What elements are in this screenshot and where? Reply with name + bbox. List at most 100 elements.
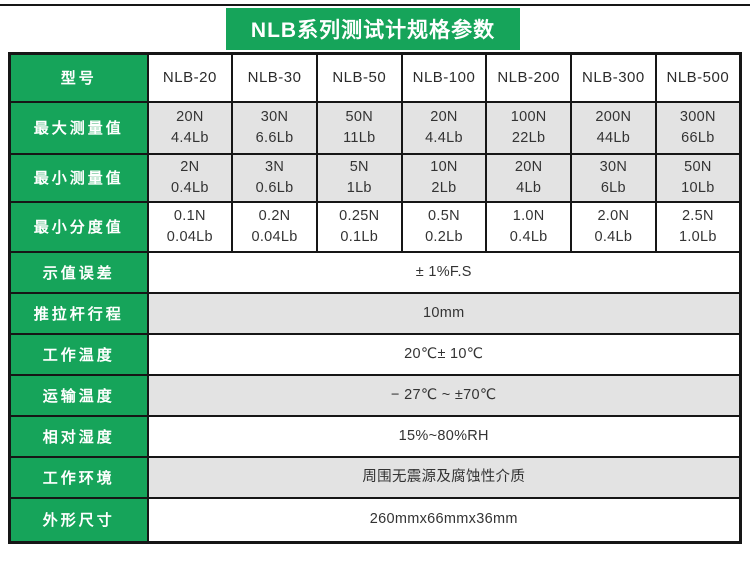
value-newton: 10N: [430, 158, 458, 175]
row-label: 外形尺寸: [8, 496, 149, 544]
value-newton: 50N: [345, 108, 373, 125]
top-divider-line: [0, 4, 750, 6]
merged-value-cell: 260mmx66mmx36mm: [146, 496, 742, 544]
model-header-cell: NLB-500: [654, 52, 742, 103]
row-label: 最小分度值: [8, 200, 149, 253]
value-pound: 4Lb: [516, 179, 542, 196]
spec-value-cell: 20N 4.4Lb: [146, 100, 234, 155]
model-header-cell: NLB-200: [485, 52, 573, 103]
merged-row: 工作温度 20℃± 10℃: [8, 332, 742, 376]
spec-value-cell: 5N 1Lb: [315, 152, 403, 203]
merged-row: 工作环境 周围无震源及腐蚀性介质: [8, 455, 742, 499]
header-row: 型号 NLB-20 NLB-30 NLB-50 NLB-100 NLB-200 NLB-30…: [8, 52, 742, 103]
row-label: 最大测量值: [8, 100, 149, 155]
row-label-model: 型号: [8, 52, 149, 103]
value-pound: 1Lb: [346, 179, 372, 196]
table-title: NLB系列测试计规格参数: [226, 8, 520, 50]
merged-row: 相对湿度 15%~80%RH: [8, 414, 742, 458]
value-newton: 30N: [599, 158, 628, 175]
spec-value-cell: 100N 22Lb: [485, 100, 573, 155]
model-header-cell: NLB-50: [315, 52, 403, 103]
value-newton: 3N: [264, 158, 285, 175]
value-newton: 0.5N: [428, 207, 460, 224]
value-newton: 300N: [679, 108, 716, 125]
value-newton: 20N: [430, 108, 458, 125]
value-pound: 0.4Lb: [170, 179, 209, 196]
row-label: 工作温度: [8, 332, 149, 376]
model-header-cell: NLB-20: [146, 52, 234, 103]
merged-row: 推拉杆行程 10mm: [8, 291, 742, 335]
value-pound: 11Lb: [343, 129, 376, 146]
merged-value-cell: ± 1%F.S: [146, 250, 742, 294]
value-pound: 44Lb: [596, 129, 631, 146]
spec-value-cell: 30N 6.6Lb: [231, 100, 318, 155]
value-newton: 5N: [349, 158, 369, 175]
model-header-cell: NLB-300: [570, 52, 657, 103]
spec-value-cell: 3N 0.6Lb: [231, 152, 318, 203]
merged-row: 运输温度 − 27℃ ~ ±70℃: [8, 373, 742, 417]
row-label: 运输温度: [8, 373, 149, 417]
model-header-cell: NLB-30: [231, 52, 318, 103]
merged-row: 外形尺寸 260mmx66mmx36mm: [8, 496, 742, 544]
spec-value-cell: 0.2N 0.04Lb: [231, 200, 318, 253]
value-newton: 1.0N: [512, 207, 545, 224]
value-newton: 0.25N: [339, 207, 380, 224]
spec-table: 型号 NLB-20 NLB-30 NLB-50 NLB-100 NLB-200 NLB-30…: [8, 52, 742, 544]
spec-value-cell: 20N 4Lb: [485, 152, 573, 203]
value-pound: 0.04Lb: [251, 228, 298, 245]
spec-value-cell: 30N 6Lb: [570, 152, 657, 203]
spec-value-cell: 50N 10Lb: [654, 152, 742, 203]
spec-value-cell: 20N 4.4Lb: [400, 100, 488, 155]
value-pound: 4.4Lb: [170, 129, 209, 146]
value-pound: 10Lb: [681, 179, 715, 196]
value-pound: 6Lb: [600, 179, 626, 196]
value-newton: 100N: [510, 108, 547, 125]
value-newton: 50N: [684, 158, 712, 175]
row-label: 相对湿度: [8, 414, 149, 458]
spec-value-cell: 0.1N 0.04Lb: [146, 200, 234, 253]
value-pound: 4.4Lb: [425, 129, 463, 146]
value-newton: 2N: [180, 158, 200, 175]
value-pound: 0.4Lb: [509, 228, 548, 245]
spec-value-cell: 10N 2Lb: [400, 152, 488, 203]
model-header-cell: NLB-100: [400, 52, 488, 103]
value-pound: 1.0Lb: [678, 228, 717, 245]
spec-value-cell: 300N 66Lb: [654, 100, 742, 155]
merged-value-cell: 15%~80%RH: [146, 414, 742, 458]
value-newton: 20N: [514, 158, 543, 175]
spec-value-cell: 0.5N 0.2Lb: [400, 200, 488, 253]
value-newton: 0.1N: [173, 207, 206, 224]
spec-row: 最小分度值 0.1N 0.04Lb 0.2N 0.04Lb 0.25N 0.1Lb 0.5N 0…: [8, 200, 742, 253]
value-pound: 0.4Lb: [594, 228, 633, 245]
value-pound: 66Lb: [681, 129, 715, 146]
row-label: 示值误差: [8, 250, 149, 294]
value-pound: 0.2Lb: [425, 228, 463, 245]
value-pound: 22Lb: [511, 129, 546, 146]
value-newton: 2.0N: [597, 207, 630, 224]
value-newton: 2.5N: [681, 207, 714, 224]
spec-row: 最大测量值 20N 4.4Lb 30N 6.6Lb 50N 11Lb 20N 4.4Lb 100N…: [8, 100, 742, 155]
merged-row: 示值误差 ± 1%F.S: [8, 250, 742, 294]
row-label: 工作环境: [8, 455, 149, 499]
spec-value-cell: 200N 44Lb: [570, 100, 657, 155]
spec-value-cell: 2.0N 0.4Lb: [570, 200, 657, 253]
merged-value-cell: 10mm: [146, 291, 742, 335]
spec-value-cell: 50N 11Lb: [315, 100, 403, 155]
merged-value-cell: 周围无震源及腐蚀性介质: [146, 455, 742, 499]
row-label: 推拉杆行程: [8, 291, 149, 335]
value-pound: 0.6Lb: [255, 179, 294, 196]
value-pound: 6.6Lb: [255, 129, 294, 146]
value-pound: 0.04Lb: [166, 228, 213, 245]
spec-value-cell: 1.0N 0.4Lb: [485, 200, 573, 253]
value-newton: 30N: [260, 108, 289, 125]
spec-value-cell: 2N 0.4Lb: [146, 152, 234, 203]
spec-value-cell: 2.5N 1.0Lb: [654, 200, 742, 253]
value-pound: 0.1Lb: [340, 228, 379, 245]
spec-value-cell: 0.25N 0.1Lb: [315, 200, 403, 253]
value-newton: 200N: [595, 108, 632, 125]
value-newton: 20N: [176, 108, 204, 125]
merged-value-cell: − 27℃ ~ ±70℃: [146, 373, 742, 417]
row-label: 最小测量值: [8, 152, 149, 203]
spec-row: 最小测量值 2N 0.4Lb 3N 0.6Lb 5N 1Lb 10N 2Lb 20N 4Lb 30N 6…: [8, 152, 742, 203]
merged-value-cell: 20℃± 10℃: [146, 332, 742, 376]
